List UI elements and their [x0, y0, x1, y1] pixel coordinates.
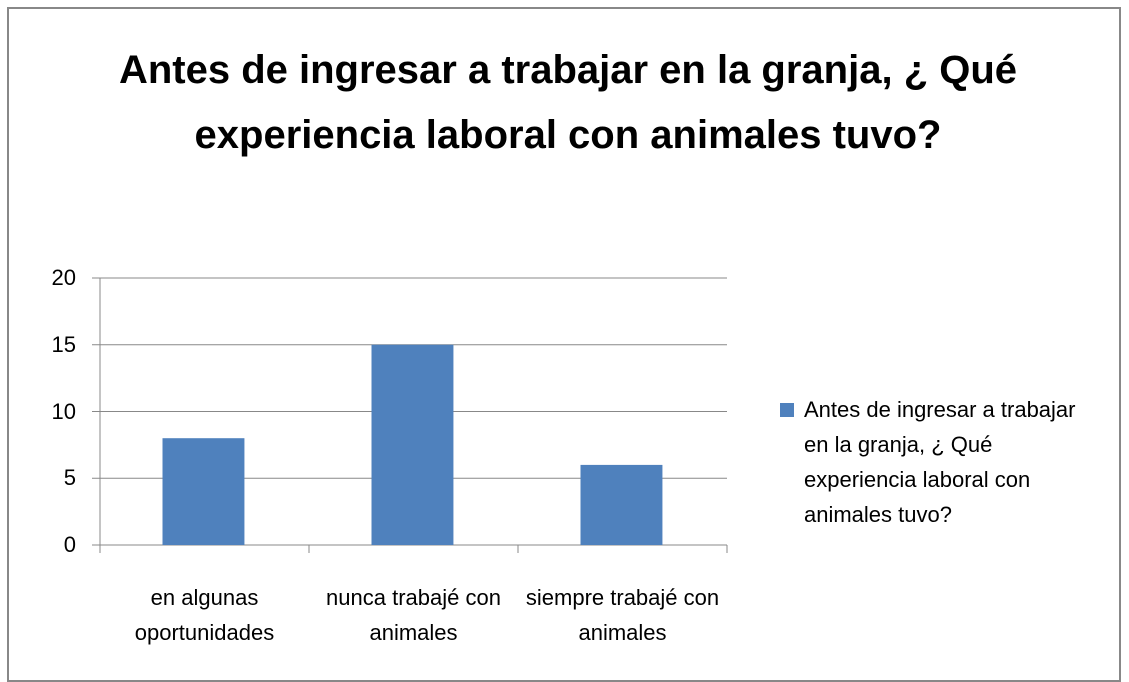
y-tick-label: 15: [51, 331, 76, 357]
legend-label: Antes de ingresar a trabajar en la granj…: [804, 397, 1076, 527]
chart-title: Antes de ingresar a trabajar en la granj…: [118, 48, 1018, 157]
x-tick-label: en algunas oportunidades: [134, 585, 275, 645]
bar: [371, 344, 454, 545]
y-tick-label: 10: [51, 398, 76, 424]
y-tick-label: 5: [63, 465, 76, 491]
x-tick-label: siempre trabajé con animales: [525, 585, 720, 645]
legend-swatch: [780, 403, 794, 417]
x-tick-label: nunca trabajé con animales: [326, 585, 501, 645]
bar: [162, 438, 245, 545]
y-tick-label: 20: [51, 265, 76, 290]
bar: [580, 464, 663, 545]
y-tick-label: 0: [63, 532, 76, 557]
